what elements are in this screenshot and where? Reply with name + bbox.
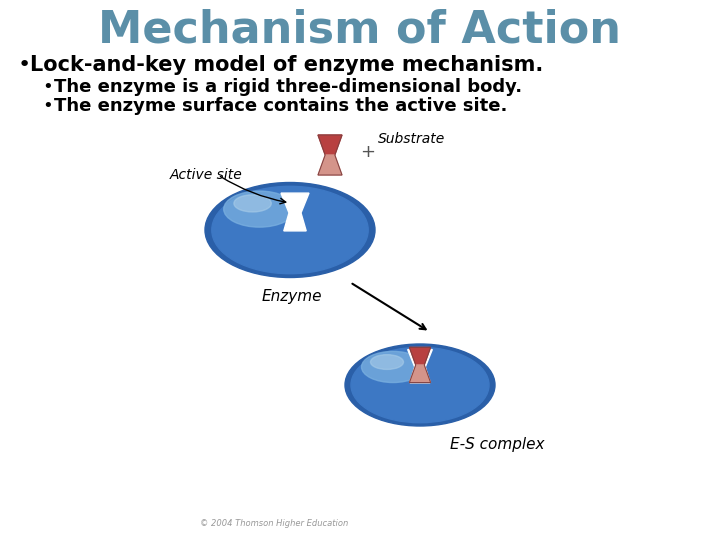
- Text: •: •: [42, 78, 53, 96]
- Ellipse shape: [361, 352, 425, 382]
- Text: Enzyme: Enzyme: [262, 289, 323, 304]
- Text: © 2004 Thomson Higher Education: © 2004 Thomson Higher Education: [200, 519, 348, 529]
- Polygon shape: [318, 135, 342, 155]
- Polygon shape: [410, 365, 431, 382]
- Ellipse shape: [224, 191, 295, 227]
- Text: •: •: [42, 97, 53, 115]
- Polygon shape: [281, 193, 309, 231]
- Ellipse shape: [371, 355, 403, 369]
- Ellipse shape: [351, 347, 489, 423]
- Text: Lock-and-key model of enzyme mechanism.: Lock-and-key model of enzyme mechanism.: [30, 55, 544, 75]
- Ellipse shape: [205, 183, 375, 278]
- Polygon shape: [410, 347, 431, 365]
- Text: +: +: [361, 143, 376, 161]
- Text: The enzyme is a rigid three-dimensional body.: The enzyme is a rigid three-dimensional …: [54, 78, 522, 96]
- Text: •: •: [18, 55, 31, 75]
- Polygon shape: [408, 349, 432, 383]
- Text: Substrate: Substrate: [378, 132, 445, 146]
- Text: Mechanism of Action: Mechanism of Action: [99, 9, 621, 51]
- Ellipse shape: [345, 344, 495, 426]
- Ellipse shape: [234, 195, 271, 212]
- Text: Active site: Active site: [170, 168, 243, 182]
- Polygon shape: [318, 155, 342, 175]
- Text: E-S complex: E-S complex: [450, 436, 544, 451]
- Text: The enzyme surface contains the active site.: The enzyme surface contains the active s…: [54, 97, 508, 115]
- Ellipse shape: [212, 186, 368, 274]
